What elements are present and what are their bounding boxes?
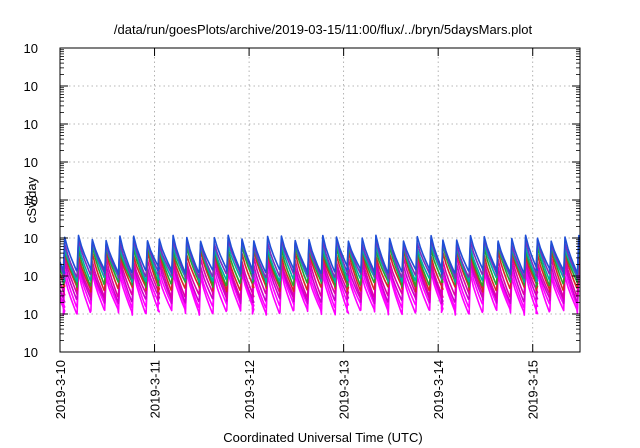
y-tick-label: 10 — [24, 193, 38, 208]
y-tick-base: 10 — [24, 307, 38, 322]
y-tick-base: 10 — [24, 117, 38, 132]
y-tick-label: 10 — [24, 117, 38, 132]
y-tick-label: 10 — [24, 307, 38, 322]
y-tick-label: 10 — [24, 269, 38, 284]
series-layer — [60, 234, 580, 316]
y-tick-base: 10 — [24, 231, 38, 246]
y-tick-label: 10 — [24, 231, 38, 246]
y-axis-label: cSv/day — [24, 176, 39, 223]
x-axis-label: Coordinated Universal Time (UTC) — [223, 430, 422, 445]
y-tick-label: 10 — [24, 79, 38, 94]
y-tick-base: 10 — [24, 193, 38, 208]
y-tick-label: 10 — [24, 155, 38, 170]
y-tick-base: 10 — [24, 79, 38, 94]
series-line — [60, 234, 580, 276]
x-tick-label: 2019-3-13 — [337, 360, 352, 419]
x-tick-label: 2019-3-10 — [53, 360, 68, 419]
y-tick-base: 10 — [24, 155, 38, 170]
y-tick-base: 10 — [24, 269, 38, 284]
x-tick-label: 2019-3-11 — [148, 360, 163, 418]
y-tick-base: 10 — [24, 41, 38, 56]
x-axis-tick-labels: 2019-3-10 2019-3-11 2019-3-12 2019-3-13 2019… — [53, 360, 541, 419]
x-tick-label: 2019-3-14 — [431, 360, 446, 419]
x-tick-label: 2019-3-15 — [526, 360, 541, 419]
axis-ticks — [59, 47, 580, 353]
y-tick-label: 10 — [24, 41, 38, 56]
x-tick-label: 2019-3-12 — [242, 360, 257, 419]
y-tick-label: 10 — [24, 345, 38, 360]
y-axis-tick-labels: 10-410-310-210-1100101102103104 — [24, 41, 38, 360]
y-tick-base: 10 — [24, 345, 38, 360]
chart-title: /data/run/goesPlots/archive/2019-03-15/1… — [114, 22, 533, 37]
